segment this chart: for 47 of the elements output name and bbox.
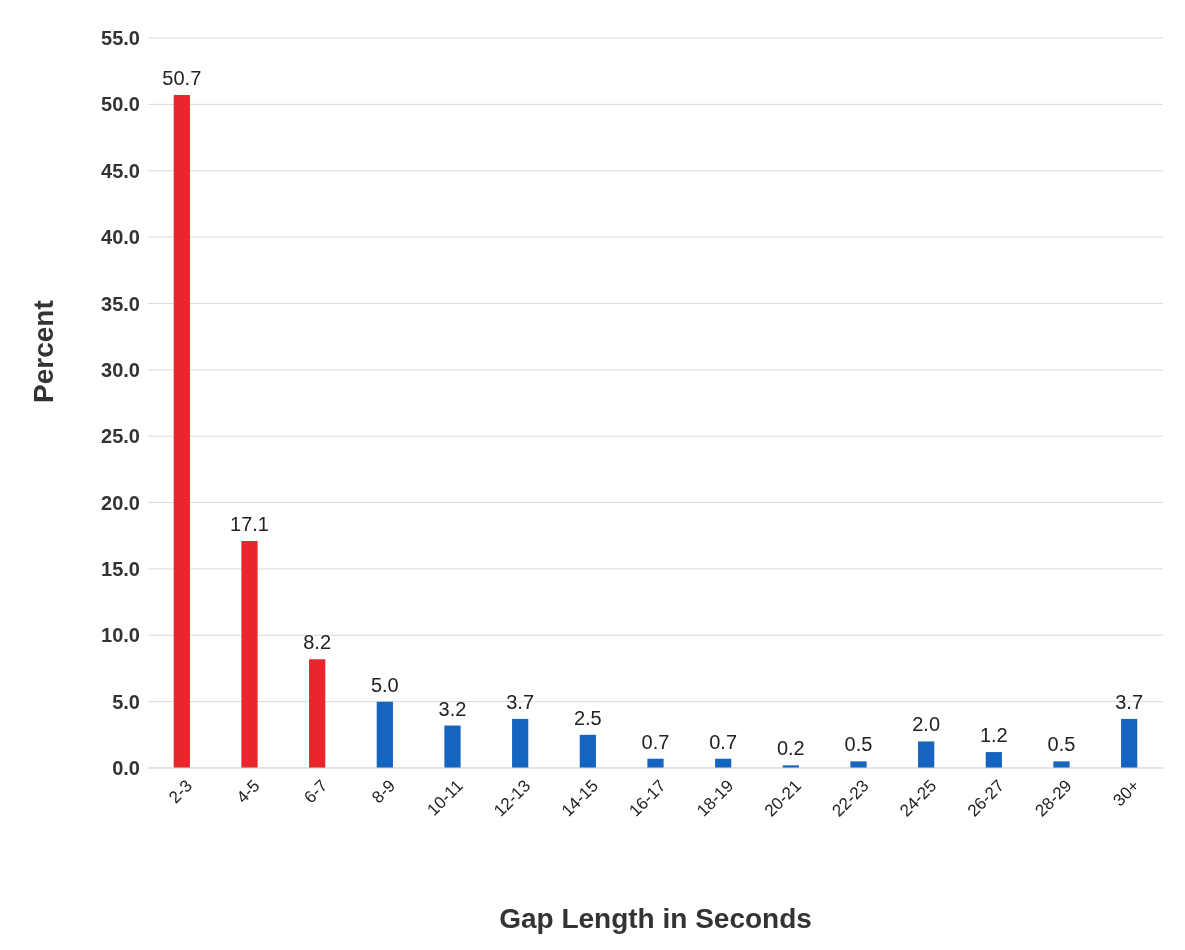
- data-label: 17.1: [230, 513, 269, 536]
- x-tick-label: 8-9: [368, 776, 399, 808]
- y-tick-label: 50.0: [101, 93, 140, 116]
- data-label: 0.5: [1047, 733, 1076, 756]
- x-tick-label: 6-7: [300, 776, 332, 808]
- data-label: 3.7: [506, 690, 535, 713]
- x-tick-label: 30+: [1109, 776, 1144, 811]
- x-axis-title: Gap Length in Seconds: [499, 903, 812, 934]
- y-axis-title: Percent: [27, 300, 59, 403]
- bar: [173, 95, 190, 768]
- bar: [1053, 761, 1070, 768]
- bar: [850, 761, 867, 768]
- data-label: 0.7: [709, 730, 738, 753]
- y-tick-label: 0.0: [112, 757, 140, 780]
- x-tick-label: 2-3: [165, 776, 196, 808]
- bar: [647, 758, 664, 768]
- y-tick-label: 20.0: [101, 491, 140, 514]
- bar: [985, 752, 1002, 768]
- x-tick-label: 4-5: [232, 776, 264, 808]
- data-label: 2.0: [912, 713, 941, 736]
- bar: [241, 541, 258, 768]
- data-label: 8.2: [303, 631, 332, 654]
- data-label: 0.2: [776, 737, 805, 760]
- bar: [444, 725, 461, 768]
- data-label: 3.2: [438, 697, 467, 720]
- y-tick-label: 15.0: [101, 558, 140, 581]
- data-label: 0.5: [844, 733, 873, 756]
- y-tick-label: 55.0: [101, 27, 140, 50]
- data-label: 2.5: [573, 706, 602, 729]
- y-tick-label: 45.0: [101, 159, 140, 182]
- y-tick-label: 40.0: [101, 226, 140, 249]
- data-label: 1.2: [979, 724, 1008, 747]
- y-tick-label: 5.0: [112, 690, 140, 713]
- bar: [1121, 718, 1138, 768]
- data-label: 50.7: [162, 67, 202, 90]
- y-tick-label: 35.0: [101, 292, 140, 315]
- bar: [512, 718, 529, 768]
- bar: [918, 741, 935, 768]
- bar: [579, 734, 596, 768]
- data-label: 3.7: [1115, 690, 1144, 713]
- y-tick-label: 10.0: [101, 624, 140, 647]
- y-tick-label: 25.0: [101, 425, 140, 448]
- bar: [376, 701, 393, 768]
- data-label: 0.7: [641, 730, 670, 753]
- data-label: 5.0: [370, 673, 399, 696]
- y-tick-label: 30.0: [101, 358, 140, 381]
- bar: [309, 659, 326, 768]
